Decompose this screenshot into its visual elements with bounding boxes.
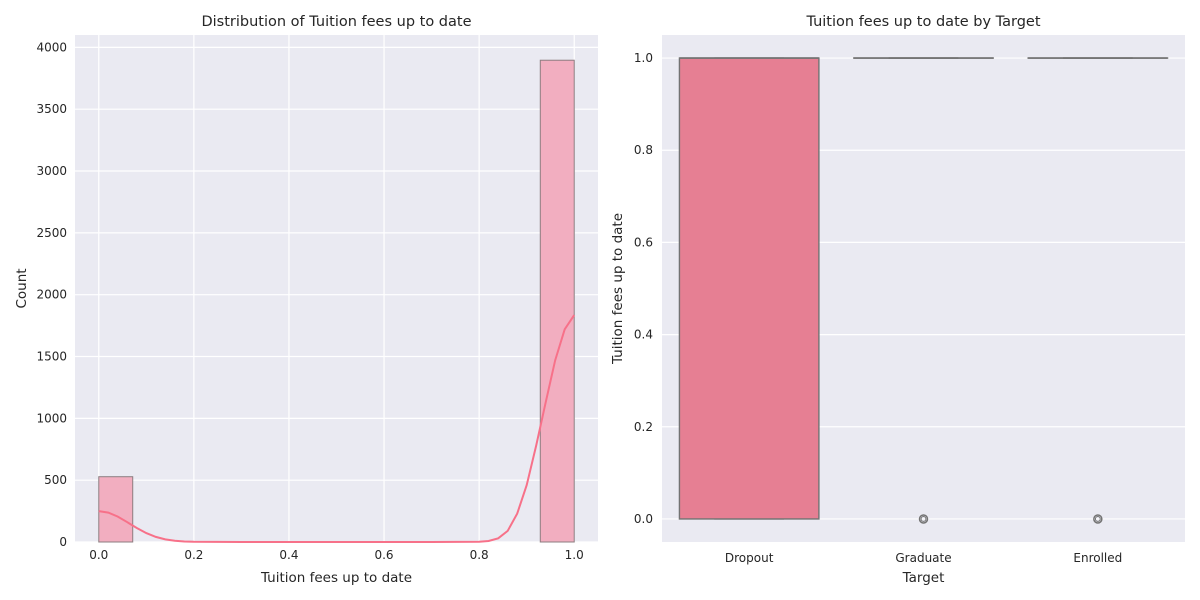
boxplot-x-axis-label: Target <box>902 570 945 586</box>
boxplot-y-tick-label: 1.0 <box>634 51 653 65</box>
boxplot-outlier-point <box>1093 514 1103 524</box>
histogram-y-tick-label: 1500 <box>36 350 67 364</box>
boxplot-outlier-point-inner <box>920 516 927 522</box>
histogram-y-tick-label: 1000 <box>36 411 67 425</box>
boxplot-box-group-enrolled <box>1027 57 1169 524</box>
boxplot-x-tick-label: Dropout <box>725 551 774 565</box>
boxplot-y-tick-label: 0.0 <box>634 512 653 526</box>
boxplot-x-tick-label: Graduate <box>895 551 951 565</box>
boxplot-x-ticks: Dropout Graduate Enrolled <box>725 551 1122 565</box>
histogram-bar-1 <box>539 59 575 543</box>
histogram-x-tick-label: 0.0 <box>89 548 108 562</box>
histogram-y-tick-label: 0 <box>59 535 67 549</box>
histogram-y-tick-label: 2000 <box>36 288 67 302</box>
histogram-bar-0 <box>98 476 134 543</box>
histogram-x-tick-label: 0.2 <box>184 548 203 562</box>
boxplot-box-group-dropout <box>678 57 820 520</box>
histogram-x-ticks: 0.0 0.2 0.4 0.6 0.8 1.0 <box>89 548 584 562</box>
histogram-y-tick-label: 500 <box>44 473 67 487</box>
boxplot-box-group-graduate <box>853 57 994 524</box>
histogram-plot-background <box>75 35 598 542</box>
boxplot-x-tick-label: Enrolled <box>1073 551 1122 565</box>
boxplot-y-tick-label: 0.4 <box>634 328 653 342</box>
histogram-x-tick-label: 0.4 <box>279 548 298 562</box>
histogram-x-tick-label: 0.6 <box>374 548 393 562</box>
boxplot-title: Tuition fees up to date by Target <box>805 14 1040 30</box>
boxplot-y-ticks: 0.0 0.2 0.4 0.6 0.8 1.0 <box>634 51 653 526</box>
boxplot-y-axis-label: Tuition fees up to date <box>610 213 626 365</box>
histogram-y-tick-label: 3500 <box>36 102 67 116</box>
histogram-kde-line <box>98 314 576 543</box>
histogram-x-tick-label: 1.0 <box>565 548 584 562</box>
histogram-panel: 0.0 0.2 0.4 0.6 0.8 1.0 0 500 1000 1500 2000 2500 3… <box>14 14 598 586</box>
histogram-y-axis-label: Count <box>14 268 30 308</box>
histogram-y-tick-label: 2500 <box>36 226 67 240</box>
boxplot-panel: Dropout Graduate Enrolled 0.0 0.2 0.4 0.6 0.8 1… <box>610 14 1185 586</box>
boxplot-boxes <box>678 57 1169 524</box>
histogram-y-tick-label: 3000 <box>36 164 67 178</box>
histogram-x-axis-label: Tuition fees up to date <box>260 570 412 586</box>
boxplot-y-tick-label: 0.8 <box>634 143 653 157</box>
boxplot-y-tick-label: 0.2 <box>634 420 653 434</box>
histogram-x-tick-label: 0.8 <box>470 548 489 562</box>
boxplot-box <box>678 57 820 520</box>
boxplot-outlier-point-inner <box>1094 516 1101 522</box>
histogram-y-ticks: 0 500 1000 1500 2000 2500 3000 3500 4000 <box>36 40 67 549</box>
boxplot-y-tick-label: 0.6 <box>634 235 653 249</box>
histogram-title: Distribution of Tuition fees up to date <box>201 14 471 30</box>
histogram-y-tick-label: 4000 <box>36 40 67 54</box>
histogram-bars <box>98 59 575 543</box>
boxplot-outlier-point <box>918 514 929 524</box>
